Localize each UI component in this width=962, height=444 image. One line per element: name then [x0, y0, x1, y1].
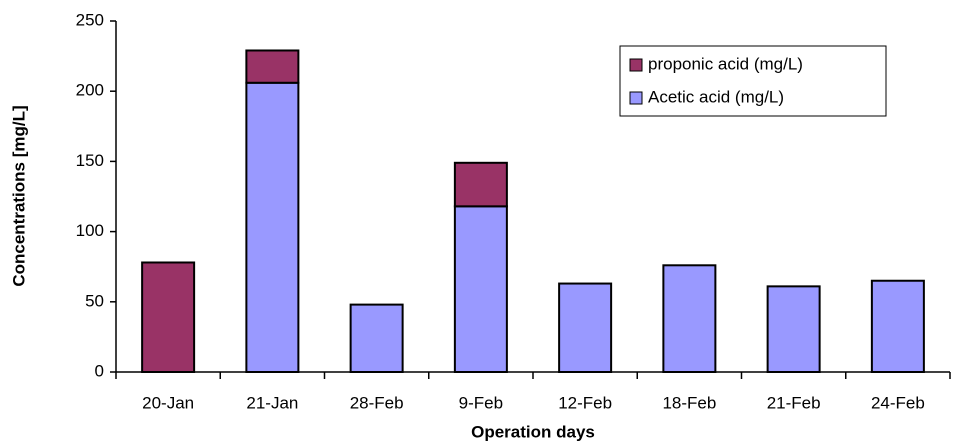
- bar-segment: [870, 279, 925, 373]
- y-tick-label: 200: [76, 81, 104, 100]
- legend-box: [619, 45, 887, 117]
- x-tick-label: 28-Feb: [350, 393, 404, 412]
- bar-segment: [558, 282, 613, 374]
- y-tick-label: 50: [85, 291, 104, 310]
- x-tick-label: 24-Feb: [871, 393, 925, 412]
- bar-segment: [766, 285, 821, 373]
- x-tick-label: 18-Feb: [662, 393, 716, 412]
- bar-segment: [349, 303, 404, 373]
- legend-label: proponic acid (mg/L): [648, 54, 803, 73]
- bar-segment: [245, 49, 300, 84]
- y-axis-title: Concentrations [mg/L]: [9, 105, 28, 286]
- x-tick-label: 12-Feb: [558, 393, 612, 412]
- y-tick-label: 250: [76, 10, 104, 29]
- x-tick-label: 9-Feb: [459, 393, 503, 412]
- x-tick-label: 20-Jan: [142, 393, 194, 412]
- legend-swatch: [629, 58, 643, 72]
- bar-segment: [141, 261, 196, 374]
- legend-swatch: [629, 91, 643, 105]
- bar-segment: [453, 205, 508, 373]
- y-tick-label: 150: [76, 151, 104, 170]
- x-tick-label: 21-Feb: [767, 393, 821, 412]
- x-axis-title: Operation days: [471, 422, 595, 441]
- bar-segment: [453, 161, 508, 208]
- y-tick-label: 100: [76, 221, 104, 240]
- bar-segment: [662, 264, 717, 373]
- x-tick-label: 21-Jan: [246, 393, 298, 412]
- legend-label: Acetic acid (mg/L): [648, 87, 784, 106]
- y-tick-label: 0: [95, 361, 104, 380]
- bar-segment: [245, 81, 300, 373]
